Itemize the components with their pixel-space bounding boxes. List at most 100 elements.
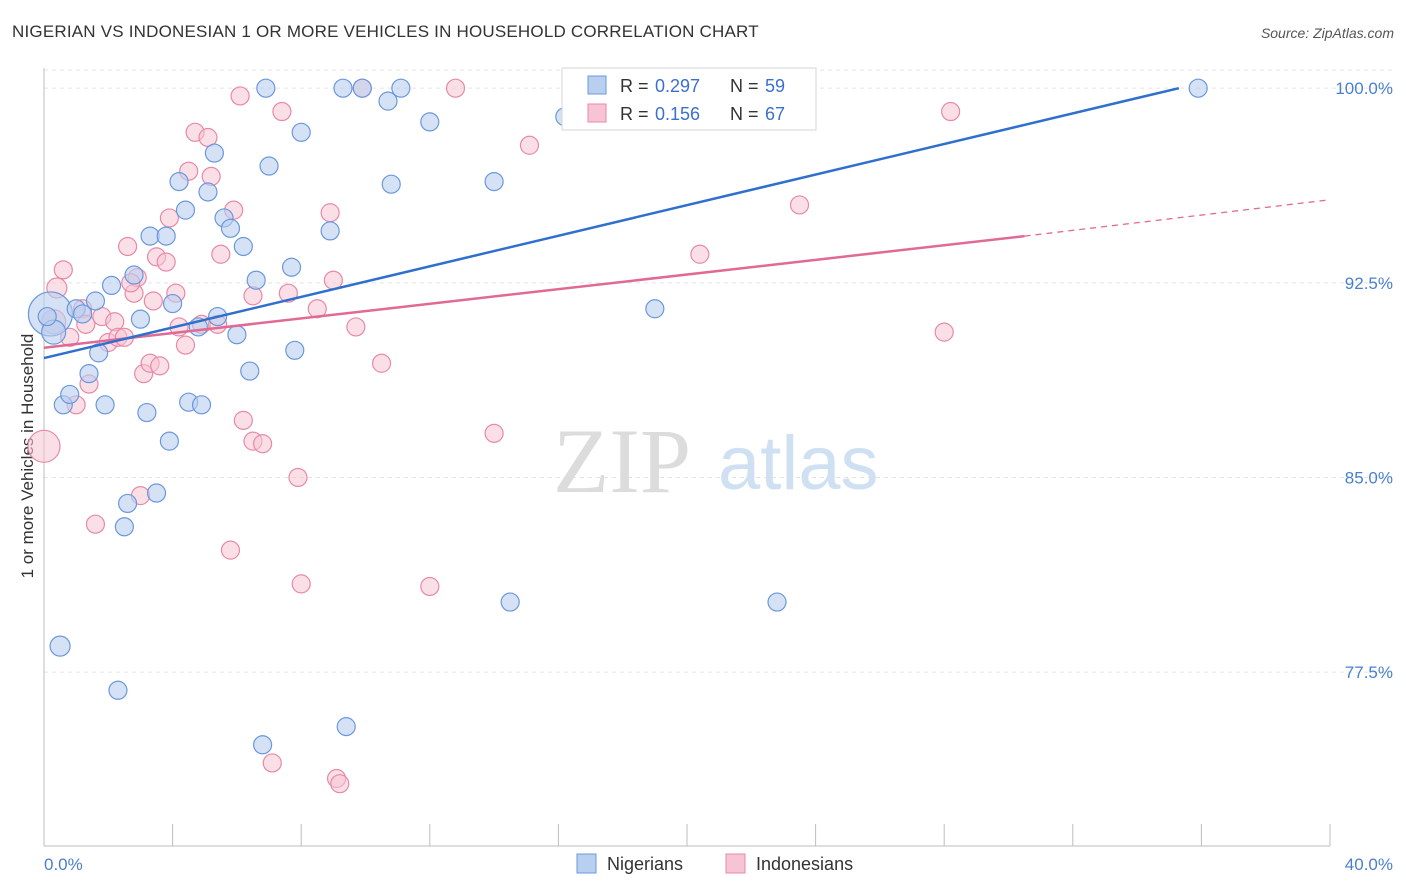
nigerian-point: [259, 156, 279, 176]
watermark: ZIP atlas: [553, 410, 879, 512]
nigerian-point: [484, 171, 504, 192]
legend-n-label-1: N =: [730, 76, 759, 96]
y-axis-title: 1 or more Vehicles in Household: [18, 334, 37, 579]
nigerian-point: [49, 635, 71, 657]
nigerian-point: [256, 78, 276, 98]
indonesian-point: [159, 208, 179, 228]
legend-r-value-1: 0.297: [655, 76, 700, 96]
legend-r-value-2: 0.156: [655, 104, 700, 124]
nigerian-point: [391, 78, 411, 98]
indonesian-point: [484, 423, 504, 443]
indonesian-point: [934, 322, 954, 342]
y-tick-label: 77.5%: [1345, 663, 1393, 682]
indonesian-point: [253, 434, 273, 454]
nigerian-point: [169, 171, 189, 192]
nigerian-points: [27, 78, 1208, 755]
nigerian-trend-line: [43, 86, 1180, 360]
legend-r-label-2: R =: [620, 104, 649, 124]
nigerian-point: [85, 291, 106, 311]
indonesian-point: [789, 195, 810, 215]
indonesian-point: [117, 236, 138, 257]
indonesian-point: [371, 353, 392, 373]
nigerian-point: [246, 270, 266, 290]
bottom-legend-nigerians: Nigerians: [607, 854, 683, 874]
legend-n-label-2: N =: [730, 104, 759, 124]
bottom-legend-swatch-indonesians: [725, 853, 746, 874]
indonesian-point: [690, 244, 710, 264]
axes: [43, 68, 1331, 847]
nigerian-point: [117, 493, 138, 514]
nigerian-point: [175, 200, 196, 220]
indonesian-point: [272, 101, 292, 122]
indonesian-point: [445, 78, 466, 98]
nigerian-point: [240, 361, 260, 381]
legend-swatch-indonesians: [587, 103, 607, 123]
x-tick-label: 0.0%: [44, 855, 83, 874]
nigerian-point: [281, 257, 302, 277]
nigerian-point: [72, 304, 93, 324]
x-tick-labels: 0.0% 40.0%: [44, 855, 1393, 874]
nigerian-point: [333, 78, 353, 98]
nigerian-point: [37, 306, 57, 327]
y-tick-label: 92.5%: [1345, 274, 1393, 293]
chart-title: NIGERIAN VS INDONESIAN 1 OR MORE VEHICLE…: [12, 22, 759, 41]
nigerian-point: [204, 143, 224, 163]
nigerian-point: [227, 325, 247, 345]
nigerian-point: [291, 122, 311, 142]
indonesian-point: [105, 312, 125, 332]
legend-swatch-nigerians: [587, 75, 607, 95]
indonesian-point: [330, 774, 350, 794]
indonesian-point: [201, 166, 221, 187]
nigerian-point: [140, 226, 160, 246]
nigerian-point: [191, 395, 212, 415]
indonesian-trend-line: [43, 234, 1025, 349]
nigerian-point: [352, 78, 372, 98]
nigerian-point: [159, 431, 179, 451]
indonesian-point: [143, 291, 163, 311]
indonesian-point: [288, 467, 308, 488]
indonesian-point: [27, 429, 61, 463]
indonesian-point: [211, 244, 231, 264]
bottom-legend-indonesians: Indonesians: [756, 854, 853, 874]
indonesian-point: [320, 203, 340, 223]
x-tick-label: 40.0%: [1345, 855, 1393, 874]
source-label: Source: ZipAtlas.com: [1260, 25, 1394, 41]
nigerian-point: [163, 293, 183, 314]
nigerian-point: [1188, 78, 1208, 98]
nigerian-point: [198, 182, 218, 202]
indonesian-point: [175, 335, 196, 355]
series-legend: Nigerians Indonesians: [576, 853, 853, 874]
nigerian-point: [378, 91, 398, 111]
nigerian-point: [320, 221, 340, 241]
indonesian-point: [230, 86, 250, 106]
nigerian-point: [220, 218, 241, 238]
indonesian-point: [53, 260, 73, 280]
nigerian-point: [114, 517, 134, 537]
nigerian-point: [233, 236, 253, 257]
nigerian-point: [101, 275, 122, 296]
indonesian-point: [291, 574, 311, 594]
y-tick-label: 100.0%: [1335, 79, 1393, 98]
stats-legend: R = 0.297 N = 59 R = 0.156 N = 67: [561, 67, 817, 131]
nigerian-point: [500, 592, 520, 612]
indonesian-point: [233, 410, 253, 430]
nigerian-point: [146, 483, 167, 503]
nigerian-point: [60, 384, 80, 405]
indonesian-point: [150, 356, 170, 376]
indonesian-point: [85, 514, 106, 534]
nigerian-point: [108, 680, 128, 700]
bottom-legend-swatch-nigerians: [576, 853, 597, 874]
nigerian-point: [767, 592, 787, 612]
nigerian-point: [285, 340, 305, 360]
nigerian-point: [124, 265, 144, 285]
indonesian-point: [941, 101, 961, 122]
legend-n-value-2: 67: [765, 104, 785, 124]
y-tick-label: 85.0%: [1345, 468, 1393, 487]
watermark-zip: ZIP: [553, 410, 691, 512]
indonesian-point: [220, 540, 241, 560]
nigerian-point: [253, 735, 273, 755]
indonesian-trend-extension: [1024, 199, 1331, 237]
y-tick-labels: 77.5% 85.0% 92.5% 100.0%: [1335, 79, 1393, 682]
legend-n-value-1: 59: [765, 76, 785, 96]
